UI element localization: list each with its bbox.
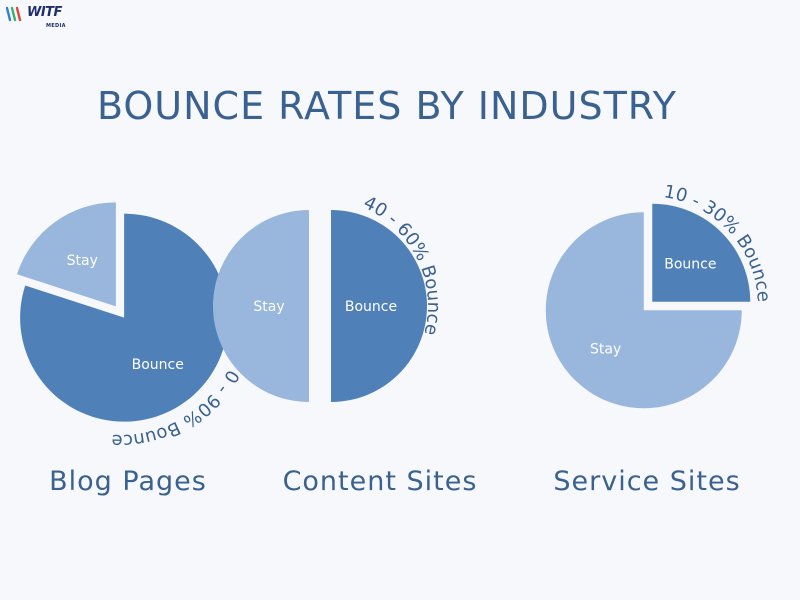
pie-1-slice-bounce-label: Bounce (132, 357, 184, 373)
logo-subtext: MEDIA (46, 23, 66, 29)
pie-2-slice-bounce-label: Bounce (345, 299, 397, 315)
page-title: BOUNCE RATES BY INDUSTRY (97, 84, 677, 128)
pie-1-category-label: Blog Pages (49, 466, 207, 497)
pie-2-category-label: Content Sites (283, 466, 478, 497)
pie-2-slice-bounce (331, 210, 427, 402)
pie-3-category-label: Service Sites (553, 466, 740, 497)
logo-icon (6, 6, 22, 22)
brand-logo: WITF MEDIA (6, 5, 65, 29)
pie-2-slice-stay (213, 210, 309, 402)
logo-text: WITF (27, 5, 62, 20)
pie-2-slice-stay-label: Stay (253, 299, 284, 315)
pie-3-slice-bounce-label: Bounce (664, 257, 716, 273)
pie-1-slice-stay (16, 202, 116, 307)
pie-1-slice-stay-label: Stay (67, 253, 98, 269)
pie-3-slice-stay (545, 212, 742, 409)
pie-1-slice-bounce (20, 213, 229, 422)
pie-3-slice-bounce (652, 203, 751, 302)
pie-3-slice-stay-label: Stay (590, 341, 621, 357)
